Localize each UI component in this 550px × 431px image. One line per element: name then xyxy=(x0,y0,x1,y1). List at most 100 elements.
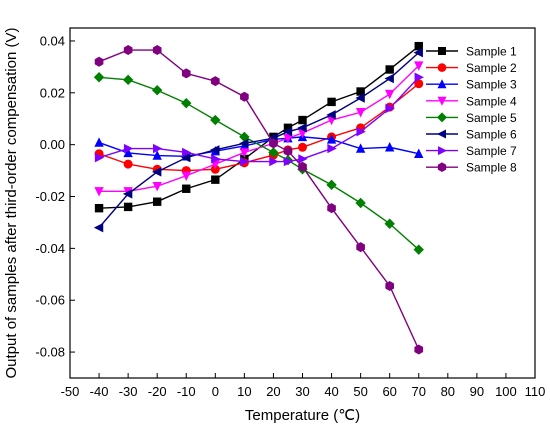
x-tick-label: 100 xyxy=(495,384,517,399)
data-point xyxy=(283,146,293,157)
data-point xyxy=(384,89,395,100)
data-point xyxy=(326,134,337,144)
legend-label: Sample 7 xyxy=(466,144,517,158)
data-point xyxy=(355,108,366,118)
data-point xyxy=(269,138,278,149)
data-point xyxy=(94,56,104,67)
legend-label: Sample 5 xyxy=(466,111,517,125)
legend: Sample 1 Sample 2 Sample 3 Sample 4 Sample 5… xyxy=(426,45,517,175)
data-point xyxy=(414,344,424,355)
x-tick-label: -30 xyxy=(119,384,138,399)
series-line xyxy=(99,45,420,209)
data-point xyxy=(210,145,220,155)
data-point xyxy=(94,203,104,213)
data-point xyxy=(210,114,221,126)
data-point xyxy=(123,143,134,154)
data-point xyxy=(123,45,133,56)
data-point xyxy=(327,143,337,154)
legend-item: Sample 4 xyxy=(426,94,517,108)
series-1 xyxy=(94,41,423,213)
data-point xyxy=(239,148,250,158)
data-point xyxy=(356,242,365,253)
x-tick-label: -10 xyxy=(177,384,196,399)
legend-item: Sample 5 xyxy=(426,111,517,125)
x-tick-label: 50 xyxy=(353,384,367,399)
data-point xyxy=(152,181,162,192)
x-tick-label: 110 xyxy=(525,384,546,399)
legend-item: Sample 6 xyxy=(426,128,517,142)
series-7 xyxy=(94,72,424,167)
data-point xyxy=(355,93,365,103)
data-point xyxy=(152,197,162,206)
data-point xyxy=(181,97,192,109)
data-point xyxy=(181,171,191,181)
series-line xyxy=(98,49,420,350)
data-point xyxy=(298,161,307,172)
x-tick-label: -50 xyxy=(61,384,80,399)
y-axis-label: Output of samples after third-order comp… xyxy=(3,28,20,379)
data-point xyxy=(283,123,293,133)
data-point xyxy=(384,218,395,229)
data-point xyxy=(413,47,423,58)
series-8 xyxy=(94,45,424,355)
legend-label: Sample 2 xyxy=(466,61,517,75)
data-point xyxy=(93,222,104,233)
data-point xyxy=(437,129,446,139)
x-tick-label: -40 xyxy=(90,384,109,399)
data-point xyxy=(94,187,104,197)
y-tick-label: 0.02 xyxy=(40,85,65,100)
y-tick-label: -0.06 xyxy=(35,293,65,308)
data-point xyxy=(414,41,423,51)
data-point xyxy=(211,175,220,184)
data-point xyxy=(297,123,307,133)
series-3 xyxy=(94,131,424,161)
series-line xyxy=(98,83,420,172)
data-point xyxy=(240,91,249,102)
data-point xyxy=(152,150,162,160)
legend-item: Sample 7 xyxy=(426,144,517,158)
data-point xyxy=(122,189,133,199)
data-point xyxy=(151,85,163,96)
legend-label: Sample 3 xyxy=(466,78,517,92)
data-point xyxy=(283,133,293,144)
data-point xyxy=(385,103,395,114)
data-point xyxy=(93,72,105,83)
data-point xyxy=(210,76,220,87)
series-line xyxy=(98,136,419,158)
data-point xyxy=(282,127,293,137)
data-point xyxy=(384,73,394,84)
x-tick-label: 10 xyxy=(237,384,251,399)
legend-item: Sample 3 xyxy=(426,78,517,92)
data-point xyxy=(356,127,366,137)
series-line xyxy=(98,52,420,229)
y-tick-label: -0.08 xyxy=(35,345,65,360)
data-point xyxy=(298,154,308,164)
legend-item: Sample 1 xyxy=(426,45,517,59)
data-point xyxy=(414,61,424,71)
series-5 xyxy=(93,72,424,255)
data-point xyxy=(437,63,447,72)
y-tick-label: 0.04 xyxy=(40,33,65,48)
series-2 xyxy=(94,79,424,176)
legend-item: Sample 8 xyxy=(426,161,517,175)
data-point xyxy=(298,142,307,152)
data-point xyxy=(151,167,162,177)
data-point xyxy=(94,152,105,163)
data-point xyxy=(268,147,279,158)
data-point xyxy=(269,156,279,167)
data-point xyxy=(239,131,250,143)
legend-item: Sample 2 xyxy=(426,61,517,75)
x-tick-label: 70 xyxy=(412,384,426,399)
x-tick-label: -20 xyxy=(148,384,167,399)
x-tick-label: 40 xyxy=(324,384,338,399)
data-point xyxy=(326,110,336,120)
x-tick-label: 80 xyxy=(441,384,455,399)
x-axis-label: Temperature (℃) xyxy=(245,407,360,424)
data-point xyxy=(240,156,250,167)
y-tick-label: -0.02 xyxy=(35,189,65,204)
data-point xyxy=(438,47,446,55)
x-tick-label: 0 xyxy=(212,384,219,399)
data-point xyxy=(182,147,192,158)
series-layer xyxy=(93,41,424,355)
